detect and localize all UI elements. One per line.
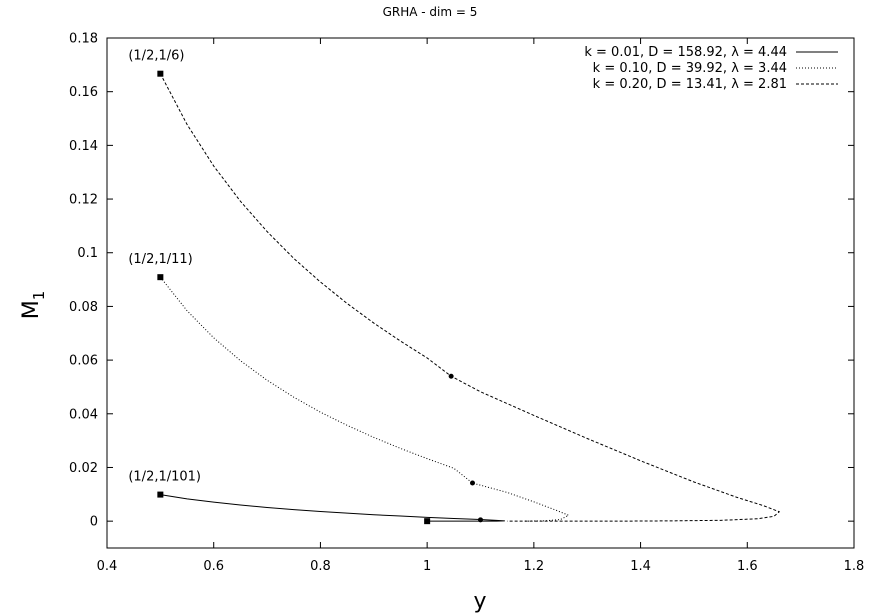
series-end-marker-1 bbox=[424, 518, 431, 525]
x-tick-label: 0.6 bbox=[203, 559, 224, 574]
y-tick-label: 0.14 bbox=[69, 139, 98, 154]
x-tick-label: 1 bbox=[423, 559, 431, 574]
y-tick-label: 0.06 bbox=[69, 354, 98, 369]
series-line-1 bbox=[160, 494, 506, 522]
x-tick-label: 1.2 bbox=[524, 559, 545, 574]
y-tick-label: 0.16 bbox=[69, 85, 98, 100]
x-tick-label: 1.4 bbox=[630, 559, 651, 574]
legend: k = 0.01, D = 158.92, λ = 4.44k = 0.10, … bbox=[584, 45, 838, 92]
y-tick-label: 0 bbox=[90, 515, 98, 530]
x-axis-label: y bbox=[473, 589, 486, 614]
y-tick-label: 0.1 bbox=[77, 246, 98, 261]
y-axis-label-subscript: 1 bbox=[30, 291, 48, 301]
legend-label-3: k = 0.20, D = 13.41, λ = 2.81 bbox=[593, 77, 787, 92]
chart-title: GRHA - dim = 5 bbox=[383, 5, 478, 19]
legend-label-1: k = 0.01, D = 158.92, λ = 4.44 bbox=[584, 45, 787, 60]
point-annotation: (1/2,1/11) bbox=[128, 252, 192, 267]
point-annotation: (1/2,1/6) bbox=[128, 49, 184, 64]
x-tick-label: 0.8 bbox=[310, 559, 331, 574]
y-tick-label: 0.02 bbox=[69, 461, 98, 476]
y-axis-label: M1 bbox=[19, 291, 48, 320]
series-point-3 bbox=[448, 373, 454, 379]
y-tick-label: 0.12 bbox=[69, 193, 98, 208]
legend-label-2: k = 0.10, D = 39.92, λ = 3.44 bbox=[593, 61, 787, 76]
series-start-marker-3 bbox=[157, 70, 164, 77]
series-line-3 bbox=[159, 73, 780, 522]
y-tick-label: 0.18 bbox=[69, 32, 98, 47]
series-line-2 bbox=[159, 276, 570, 522]
series-start-marker-1 bbox=[157, 491, 164, 498]
x-tick-label: 1.8 bbox=[844, 559, 865, 574]
plot-frame bbox=[106, 37, 855, 549]
y-tick-label: 0.04 bbox=[69, 407, 98, 422]
series-point-2 bbox=[469, 480, 475, 486]
series-start-marker-2 bbox=[157, 274, 164, 281]
annotations-layer: (1/2,1/6) (1/2,1/11) (1/2,1/101) bbox=[128, 49, 201, 485]
y-axis-label-main: M bbox=[19, 300, 44, 319]
ticks-layer: 0.4 0.6 0.8 1 1.2 1.4 1.6 1.8 0 0.02 0.04 0.06 0.08 0… bbox=[69, 32, 864, 575]
series-point-1 bbox=[478, 517, 483, 523]
y-tick-label: 0.08 bbox=[69, 300, 98, 315]
point-annotation: (1/2,1/101) bbox=[128, 470, 201, 485]
x-tick-label: 0.4 bbox=[97, 559, 118, 574]
series-layer bbox=[157, 70, 780, 525]
x-tick-label: 1.6 bbox=[737, 559, 758, 574]
